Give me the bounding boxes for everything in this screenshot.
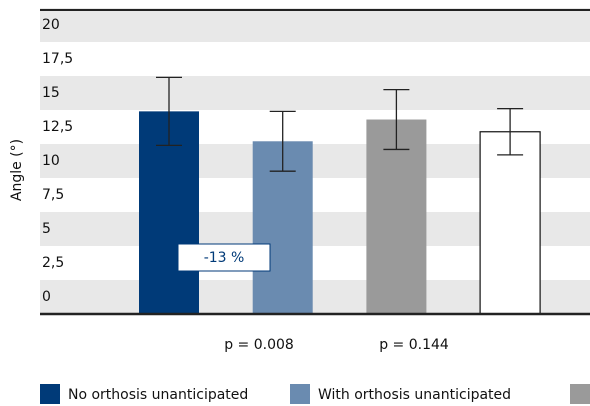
y-tick-label: 17,5 — [42, 51, 73, 67]
annotation-box — [177, 243, 271, 272]
bar — [479, 131, 541, 315]
error-bar — [156, 76, 182, 147]
grid-band — [40, 8, 590, 42]
error-bar — [383, 88, 410, 151]
y-tick-label: 5 — [42, 221, 51, 237]
bar — [366, 119, 427, 315]
y-tick-label: 0 — [42, 289, 51, 305]
legend-label: No orthosis unanticipated — [68, 387, 248, 403]
y-tick-label: 12,5 — [42, 119, 73, 135]
y-tick-label: 20 — [42, 17, 60, 33]
legend-label: With orthosis unanticipated — [318, 387, 511, 403]
legend-swatch — [40, 384, 60, 404]
y-tick-label: 10 — [42, 153, 60, 169]
error-bar — [269, 110, 296, 172]
p-value: p = 0.008 — [224, 337, 294, 353]
y-tick-label: 15 — [42, 85, 60, 101]
grid-band — [40, 76, 590, 110]
error-bar — [497, 107, 524, 156]
p-value: p = 0.144 — [379, 337, 449, 353]
y-tick-label: 2,5 — [42, 255, 64, 271]
legend-swatch — [290, 384, 310, 404]
annotation: -13 % — [204, 250, 245, 266]
y-axis-label: Angle (°) — [9, 139, 25, 201]
legend-swatch — [570, 384, 590, 404]
y-tick-label: 7,5 — [42, 187, 64, 203]
